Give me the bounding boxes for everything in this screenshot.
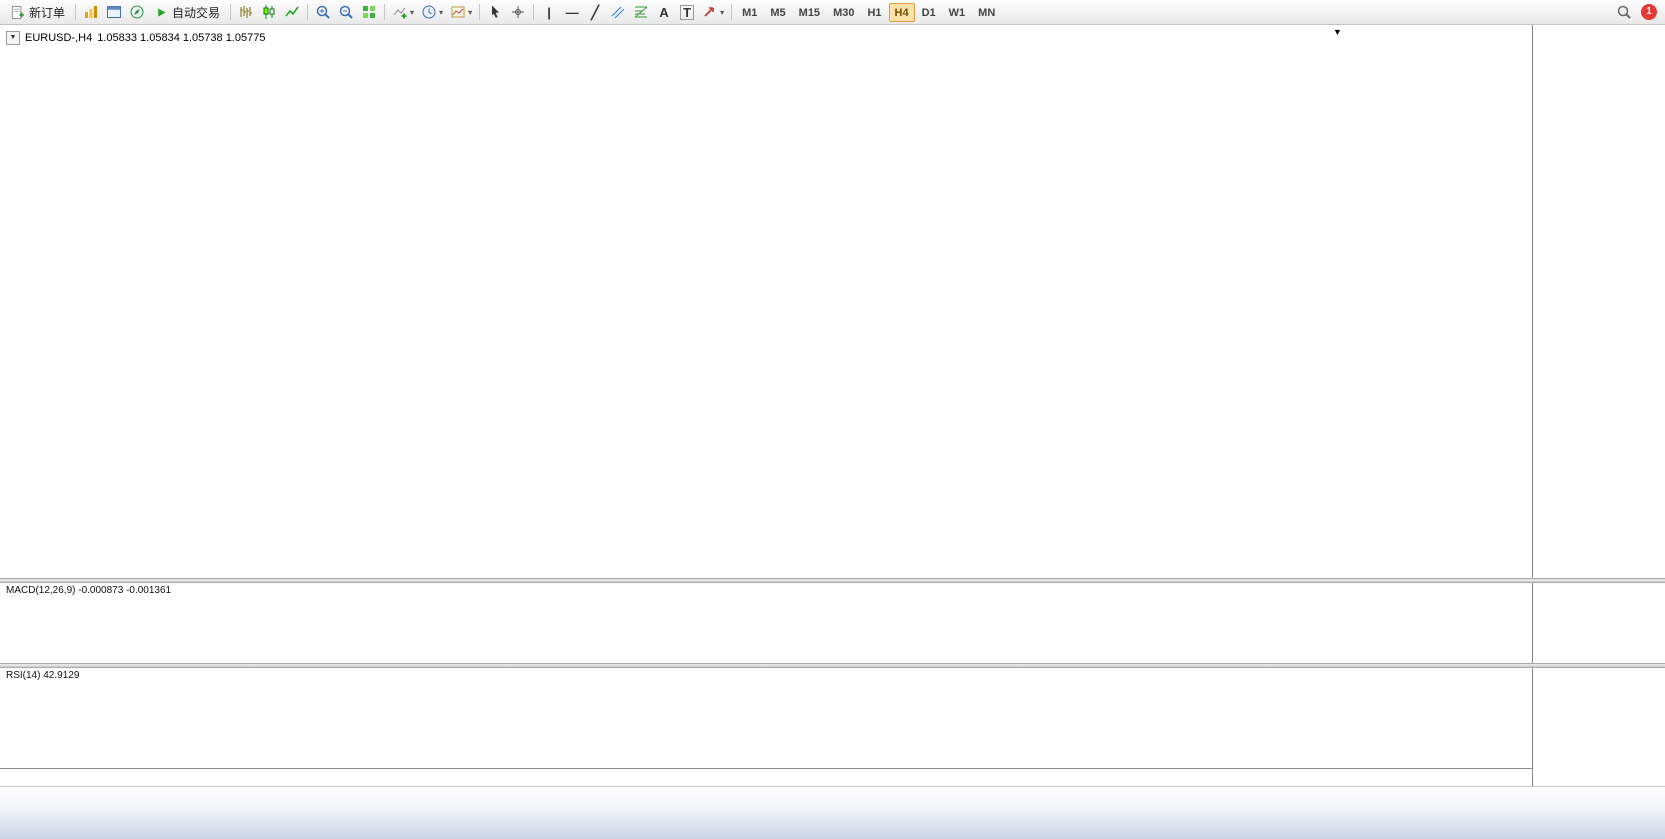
autotrading-play-icon <box>158 7 166 17</box>
rsi-value: 42.9129 <box>43 670 80 681</box>
toolbar-separator <box>731 4 733 20</box>
crosshair-icon <box>512 6 525 18</box>
toolbar-separator <box>307 4 309 20</box>
rsi-name: RSI(14) <box>6 670 41 681</box>
equidistant-channel-icon <box>611 6 625 19</box>
toolbar-separator <box>533 4 535 20</box>
crosshair-button[interactable] <box>507 2 529 23</box>
search-button[interactable] <box>1613 2 1635 23</box>
autotrading-label: 自动交易 <box>172 5 221 20</box>
data-window-icon <box>107 6 122 18</box>
cursor-button[interactable] <box>484 2 506 23</box>
arrows-button[interactable] <box>699 2 727 23</box>
trendline-icon: ╱ <box>591 4 599 20</box>
timeframe-m15[interactable]: M15 <box>793 3 826 22</box>
macd-name: MACD(12,26,9) <box>6 585 76 596</box>
new-order-icon <box>11 5 25 19</box>
macd-indicator-label: MACD(12,26,9) -0.000873 -0.001361 <box>6 585 171 596</box>
navigator-button[interactable] <box>126 2 148 23</box>
indicators-icon <box>393 7 407 19</box>
time-axis[interactable] <box>0 768 1532 786</box>
timeframe-mn[interactable]: MN <box>972 3 1001 22</box>
zoom-out-icon <box>339 5 353 19</box>
zoom-in-button[interactable] <box>312 2 334 23</box>
timeframe-m1[interactable]: M1 <box>736 3 763 22</box>
toolbar-separator <box>230 4 232 20</box>
autotrading-button[interactable]: 自动交易 <box>149 2 226 23</box>
fibonacci-button[interactable] <box>630 2 652 23</box>
label-tool-button[interactable]: T <box>676 2 698 23</box>
bar-chart-icon <box>240 6 253 18</box>
new-order-label: 新订单 <box>29 5 66 20</box>
notification-badge[interactable]: 1 <box>1641 4 1657 20</box>
panel-splitter[interactable] <box>0 663 1665 668</box>
zoom-out-button[interactable] <box>335 2 357 23</box>
timeframe-h4[interactable]: H4 <box>888 2 915 22</box>
label-tool-icon: T <box>680 4 695 20</box>
window-bottom-edge <box>0 786 1665 839</box>
chart-menu-icon[interactable]: ▼ <box>1333 27 1342 37</box>
line-chart-button[interactable] <box>281 2 303 23</box>
toolbar: 新订单 自动交易 | ― ╱ A T M1 M5 M15 M30 H1 H4 D… <box>0 0 1665 25</box>
symbol-label: EURUSD-,H4 <box>25 32 93 44</box>
toolbar-separator <box>384 4 386 20</box>
rsi-indicator-label: RSI(14) 42.9129 <box>6 670 79 681</box>
chart-title: ▼ EURUSD-,H4 1.05833 1.05834 1.05738 1.0… <box>6 31 265 45</box>
timeframe-m5[interactable]: M5 <box>764 3 791 22</box>
timeframe-d1[interactable]: D1 <box>916 3 942 22</box>
fibonacci-icon <box>634 6 648 18</box>
timeframe-w1[interactable]: W1 <box>943 3 972 22</box>
text-tool-button[interactable]: A <box>653 2 675 23</box>
bar-chart-button[interactable] <box>235 2 257 23</box>
trendline-button[interactable]: ╱ <box>584 2 606 23</box>
equidistant-channel-button[interactable] <box>607 2 629 23</box>
price-axis[interactable] <box>1532 25 1665 786</box>
ohlc-values: 1.05833 1.05834 1.05738 1.05775 <box>97 32 266 44</box>
timeframe-h1[interactable]: H1 <box>861 3 887 22</box>
line-chart-icon <box>285 6 299 17</box>
new-order-button[interactable]: 新订单 <box>4 2 71 23</box>
vertical-line-button[interactable]: | <box>538 2 560 23</box>
cursor-icon <box>492 5 500 18</box>
navigator-icon <box>130 5 144 19</box>
zoom-in-icon <box>316 5 330 19</box>
macd-values: -0.000873 -0.001361 <box>78 585 172 596</box>
market-watch-button[interactable] <box>80 2 102 23</box>
horizontal-line-button[interactable]: ― <box>561 2 583 23</box>
horizontal-line-icon: ― <box>565 4 579 20</box>
text-tool-icon: A <box>659 4 669 20</box>
clock-icon <box>422 5 436 19</box>
toolbar-separator <box>479 4 481 20</box>
templates-button[interactable] <box>447 2 475 23</box>
timeframe-m30[interactable]: M30 <box>827 3 860 22</box>
candlestick-chart-icon <box>263 5 275 19</box>
market-watch-icon <box>85 6 98 18</box>
collapse-chart-icon[interactable]: ▼ <box>6 31 20 45</box>
arrow-tool-icon <box>704 7 714 17</box>
template-icon <box>451 6 465 18</box>
search-icon <box>1617 5 1631 19</box>
data-window-button[interactable] <box>103 2 125 23</box>
toolbar-right-group: 1 <box>1613 2 1661 23</box>
panel-splitter[interactable] <box>0 578 1665 583</box>
indicators-button[interactable] <box>389 2 417 23</box>
vertical-line-icon: | <box>547 4 551 20</box>
tile-windows-button[interactable] <box>358 2 380 23</box>
periods-button[interactable] <box>418 2 446 23</box>
tile-windows-icon <box>363 6 376 18</box>
toolbar-separator <box>75 4 77 20</box>
candlestick-chart-button[interactable] <box>258 2 280 23</box>
